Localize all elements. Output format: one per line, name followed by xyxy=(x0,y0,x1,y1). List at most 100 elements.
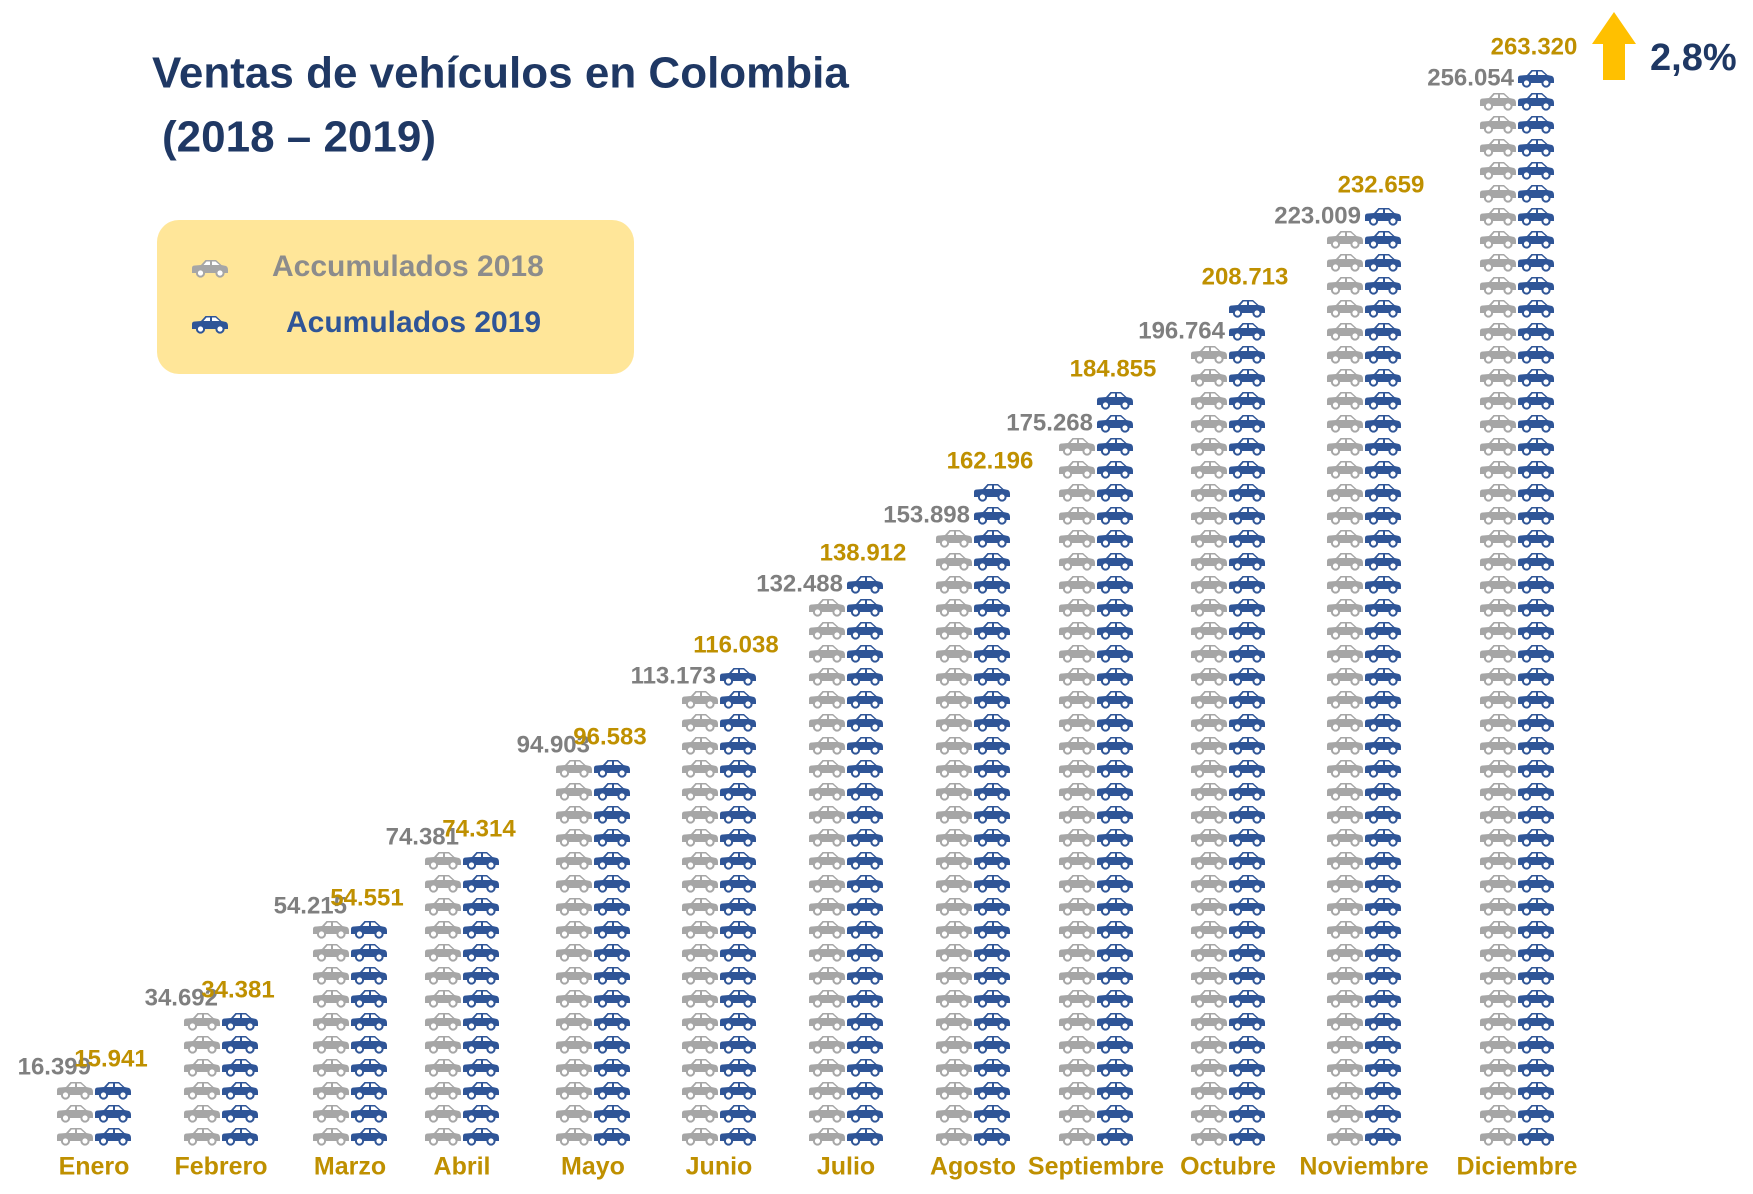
car-icon xyxy=(555,897,593,916)
icon-column xyxy=(935,529,973,1146)
car-icon xyxy=(1326,299,1364,318)
car-icon xyxy=(1364,1104,1402,1123)
car-icon xyxy=(1517,851,1555,870)
car-icon xyxy=(1479,943,1517,962)
car-icon xyxy=(350,989,388,1008)
car-icon xyxy=(1326,1035,1364,1054)
car-icon xyxy=(1479,391,1517,410)
car-icon xyxy=(1190,920,1228,939)
car-icon xyxy=(1326,253,1364,272)
car-icon xyxy=(1517,92,1555,111)
car-icon xyxy=(221,1035,259,1054)
car-icon xyxy=(1479,529,1517,548)
car-icon xyxy=(935,736,973,755)
car-icon xyxy=(1326,1058,1364,1077)
car-icon xyxy=(1517,391,1555,410)
car-icon xyxy=(846,1127,884,1146)
car-icon xyxy=(1190,1058,1228,1077)
car-icon xyxy=(1190,460,1228,479)
car-icon xyxy=(1479,598,1517,617)
car-icon xyxy=(1479,1012,1517,1031)
car-icon xyxy=(1058,782,1096,801)
car-icon xyxy=(681,1127,719,1146)
car-icon xyxy=(846,575,884,594)
car-icon xyxy=(555,966,593,985)
car-icon xyxy=(808,874,846,893)
car-icon xyxy=(1190,437,1228,456)
car-icon xyxy=(1517,299,1555,318)
icon-column xyxy=(973,483,1011,1146)
car-icon xyxy=(555,828,593,847)
car-icon xyxy=(719,1104,757,1123)
car-icon xyxy=(1228,897,1266,916)
car-icon xyxy=(846,874,884,893)
car-icon xyxy=(1364,966,1402,985)
x-tick-label: Diciembre xyxy=(1457,1153,1578,1181)
car-icon xyxy=(1228,1127,1266,1146)
car-icon xyxy=(462,989,500,1008)
car-icon xyxy=(555,1081,593,1100)
car-icon xyxy=(312,989,350,1008)
car-icon xyxy=(1228,966,1266,985)
car-icon xyxy=(593,1104,631,1123)
car-icon xyxy=(1479,322,1517,341)
car-icon xyxy=(555,782,593,801)
car-icon xyxy=(1517,1104,1555,1123)
car-icon xyxy=(935,874,973,893)
car-icon xyxy=(1096,897,1134,916)
car-icon xyxy=(555,851,593,870)
x-tick-label: Julio xyxy=(817,1153,875,1181)
car-icon xyxy=(973,483,1011,502)
car-icon xyxy=(593,897,631,916)
car-icon xyxy=(1058,644,1096,663)
car-icon xyxy=(1517,713,1555,732)
car-icon xyxy=(424,920,462,939)
car-icon xyxy=(1326,713,1364,732)
car-icon xyxy=(1517,345,1555,364)
car-icon xyxy=(1190,345,1228,364)
car-icon xyxy=(719,1035,757,1054)
car-icon xyxy=(1096,414,1134,433)
car-icon xyxy=(1096,552,1134,571)
car-icon xyxy=(1517,115,1555,134)
car-icon xyxy=(1479,299,1517,318)
car-icon xyxy=(1364,230,1402,249)
value-label: 256.054 xyxy=(1427,64,1514,91)
car-icon xyxy=(935,621,973,640)
car-icon xyxy=(1190,828,1228,847)
car-icon xyxy=(1228,943,1266,962)
value-label: 232.659 xyxy=(1338,171,1425,198)
car-icon xyxy=(1096,874,1134,893)
car-icon xyxy=(221,1012,259,1031)
car-icon xyxy=(808,828,846,847)
car-icon xyxy=(221,1058,259,1077)
car-icon xyxy=(1517,828,1555,847)
car-icon xyxy=(593,1012,631,1031)
annotation: 2,8% xyxy=(1650,37,1737,79)
car-icon xyxy=(681,828,719,847)
car-icon xyxy=(681,1104,719,1123)
car-icon xyxy=(1190,851,1228,870)
car-icon xyxy=(1096,1104,1134,1123)
car-icon xyxy=(1326,483,1364,502)
car-icon xyxy=(808,1035,846,1054)
car-icon xyxy=(183,1058,221,1077)
car-icon xyxy=(1096,529,1134,548)
car-icon xyxy=(1479,644,1517,663)
car-icon xyxy=(1326,644,1364,663)
car-icon xyxy=(935,805,973,824)
car-icon xyxy=(846,989,884,1008)
car-icon xyxy=(1058,1058,1096,1077)
car-icon xyxy=(350,1012,388,1031)
car-icon xyxy=(681,989,719,1008)
icon-column xyxy=(1228,299,1266,1146)
car-icon xyxy=(973,1012,1011,1031)
car-icon xyxy=(1517,920,1555,939)
car-icon xyxy=(462,943,500,962)
value-label: 54.551 xyxy=(330,884,403,911)
car-icon xyxy=(1364,391,1402,410)
car-icon xyxy=(1364,828,1402,847)
car-icon xyxy=(1517,138,1555,157)
car-icon xyxy=(462,1104,500,1123)
